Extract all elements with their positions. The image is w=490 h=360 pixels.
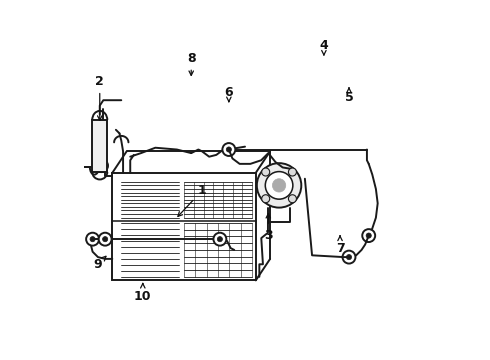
Text: 2: 2: [96, 75, 104, 120]
Text: 4: 4: [319, 39, 328, 55]
Circle shape: [272, 179, 286, 192]
Circle shape: [95, 159, 108, 172]
Circle shape: [99, 163, 104, 168]
Circle shape: [346, 255, 352, 260]
Circle shape: [362, 229, 375, 242]
Bar: [92, 120, 107, 172]
Circle shape: [289, 195, 296, 203]
Circle shape: [98, 233, 112, 246]
Circle shape: [214, 233, 226, 246]
Circle shape: [218, 237, 222, 242]
Circle shape: [289, 168, 296, 176]
Circle shape: [222, 143, 235, 156]
Text: 1: 1: [178, 184, 206, 216]
Text: 8: 8: [187, 51, 196, 75]
Text: 3: 3: [264, 213, 272, 242]
Circle shape: [366, 233, 371, 238]
Circle shape: [257, 163, 301, 208]
Circle shape: [265, 172, 293, 199]
Text: 9: 9: [94, 256, 106, 271]
Text: 5: 5: [344, 88, 353, 104]
Circle shape: [102, 237, 108, 242]
Circle shape: [262, 168, 270, 176]
Circle shape: [343, 251, 355, 264]
Text: 10: 10: [134, 284, 151, 303]
Circle shape: [90, 237, 95, 242]
Circle shape: [86, 233, 99, 246]
Text: 7: 7: [336, 236, 344, 255]
Circle shape: [226, 147, 231, 152]
Circle shape: [262, 195, 270, 203]
Text: 6: 6: [224, 86, 233, 102]
